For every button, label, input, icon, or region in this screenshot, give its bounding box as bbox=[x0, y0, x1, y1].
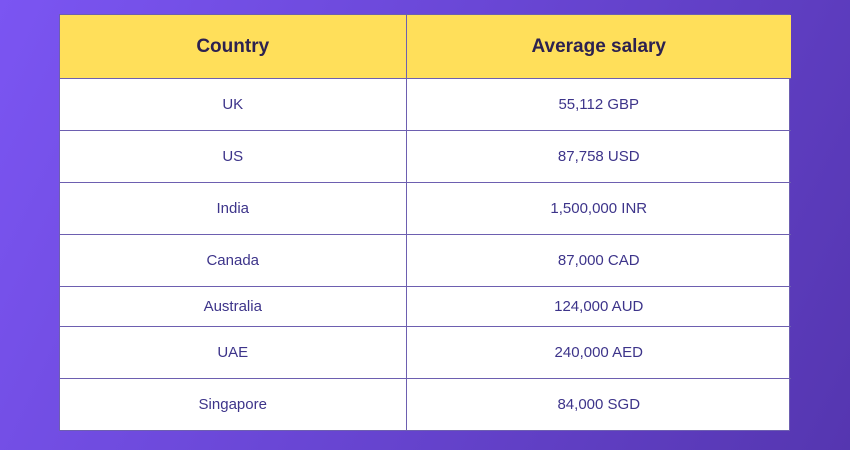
country-cell: Canada bbox=[60, 234, 407, 287]
salary-cell: 1,500,000 INR bbox=[405, 182, 791, 235]
country-cell: UK bbox=[60, 78, 407, 131]
salary-cell: 87,000 CAD bbox=[405, 234, 791, 287]
country-cell: Singapore bbox=[60, 378, 407, 430]
table-row: Australia 124,000 AUD bbox=[60, 286, 791, 327]
table-row: UK 55,112 GBP bbox=[60, 78, 791, 131]
country-cell: India bbox=[60, 182, 407, 235]
table-row: India 1,500,000 INR bbox=[60, 182, 791, 235]
country-cell: Australia bbox=[60, 286, 407, 327]
table-row: Canada 87,000 CAD bbox=[60, 234, 791, 287]
salary-cell: 55,112 GBP bbox=[405, 78, 791, 131]
table-row: US 87,758 USD bbox=[60, 130, 791, 183]
country-cell: UAE bbox=[60, 326, 407, 379]
salary-table-grid: Country Average salary UK 55,112 GBP US … bbox=[60, 15, 791, 430]
table-header-row: Country Average salary bbox=[60, 15, 791, 79]
salary-cell: 124,000 AUD bbox=[405, 286, 791, 327]
table-row: Singapore 84,000 SGD bbox=[60, 378, 791, 430]
table-row: UAE 240,000 AED bbox=[60, 326, 791, 379]
header-average-salary: Average salary bbox=[405, 15, 791, 79]
country-cell: US bbox=[60, 130, 407, 183]
salary-table: Country Average salary UK 55,112 GBP US … bbox=[59, 14, 791, 431]
salary-cell: 87,758 USD bbox=[405, 130, 791, 183]
header-country: Country bbox=[60, 15, 407, 79]
salary-cell: 240,000 AED bbox=[405, 326, 791, 379]
salary-cell: 84,000 SGD bbox=[405, 378, 791, 430]
